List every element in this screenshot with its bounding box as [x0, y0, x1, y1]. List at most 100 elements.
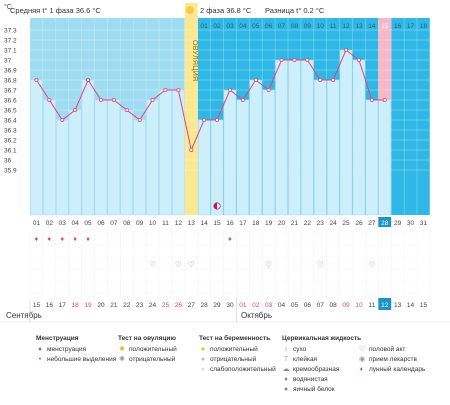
- temperature-point[interactable]: [163, 88, 168, 93]
- calendar-date-label[interactable]: 10: [355, 302, 363, 309]
- calendar-date-label[interactable]: 15: [420, 302, 428, 309]
- temperature-point[interactable]: [34, 78, 39, 83]
- temperature-point[interactable]: [215, 118, 220, 123]
- menstruation-icon[interactable]: ♦: [60, 236, 64, 243]
- cycle-day-label[interactable]: 30: [407, 220, 415, 227]
- cycle-day-label[interactable]: 13: [188, 220, 196, 227]
- cycle-day-label[interactable]: 16: [226, 220, 234, 227]
- heart-icon[interactable]: ♡: [368, 260, 375, 269]
- heart-icon[interactable]: ♡: [265, 260, 272, 269]
- cycle-day-label[interactable]: 11: [162, 220, 169, 227]
- cycle-day-label[interactable]: 12: [175, 220, 183, 227]
- cycle-day-label[interactable]: 26: [355, 220, 363, 227]
- calendar-date-label[interactable]: 19: [84, 302, 92, 309]
- heart-icon[interactable]: ♡: [317, 260, 324, 269]
- cycle-day-label[interactable]: 15: [213, 220, 221, 227]
- cycle-day-label[interactable]: 25: [342, 220, 350, 227]
- cycle-day-label[interactable]: 02: [46, 220, 54, 227]
- cycle-day-label[interactable]: 05: [84, 220, 92, 227]
- cycle-day-label[interactable]: 14: [201, 220, 209, 227]
- temperature-point[interactable]: [369, 98, 374, 103]
- cycle-day-label[interactable]: 28: [381, 220, 389, 227]
- menstruation-icon[interactable]: ♦: [35, 236, 39, 243]
- calendar-date-label[interactable]: 28: [201, 302, 209, 309]
- calendar-date-label[interactable]: 29: [213, 302, 221, 309]
- cycle-day-label[interactable]: 01: [33, 220, 41, 227]
- calendar-date-label[interactable]: 26: [175, 302, 183, 309]
- calendar-date-label[interactable]: 13: [394, 302, 402, 309]
- temperature-point[interactable]: [240, 98, 245, 103]
- cycle-day-label[interactable]: 19: [265, 220, 273, 227]
- calendar-date-label[interactable]: 01: [239, 302, 247, 309]
- temperature-point[interactable]: [331, 78, 336, 83]
- cycle-day-label[interactable]: 07: [110, 220, 118, 227]
- heart-icon[interactable]: ♡: [175, 260, 182, 269]
- cycle-day-label[interactable]: 22: [304, 220, 312, 227]
- calendar-date-label[interactable]: 06: [304, 302, 312, 309]
- temperature-point[interactable]: [227, 88, 232, 93]
- temperature-point[interactable]: [124, 108, 129, 113]
- calendar-date-label[interactable]: 25: [162, 302, 170, 309]
- calendar-date-label[interactable]: 16: [46, 302, 54, 309]
- cycle-day-label[interactable]: 31: [420, 220, 428, 227]
- calendar-date-label[interactable]: 02: [252, 302, 260, 309]
- heart-icon[interactable]: ♡: [149, 260, 156, 269]
- cycle-day-label[interactable]: 23: [317, 220, 325, 227]
- temperature-point[interactable]: [253, 78, 258, 83]
- temperature-point[interactable]: [202, 118, 207, 123]
- menstruation-icon[interactable]: ♦: [228, 236, 232, 243]
- temperature-point[interactable]: [98, 98, 103, 103]
- temperature-point[interactable]: [137, 118, 142, 123]
- temperature-point[interactable]: [60, 118, 65, 123]
- cycle-day-label[interactable]: 03: [59, 220, 67, 227]
- temperature-point[interactable]: [189, 147, 194, 152]
- calendar-date-label[interactable]: 08: [330, 302, 338, 309]
- cycle-day-label[interactable]: 29: [394, 220, 402, 227]
- calendar-date-label[interactable]: 09: [342, 302, 350, 309]
- temperature-point[interactable]: [266, 88, 271, 93]
- cycle-day-label[interactable]: 27: [368, 220, 376, 227]
- temperature-point[interactable]: [111, 98, 116, 103]
- temperature-point[interactable]: [176, 88, 181, 93]
- temperature-point[interactable]: [47, 98, 52, 103]
- cycle-day-label[interactable]: 24: [330, 220, 338, 227]
- calendar-date-label[interactable]: 21: [110, 302, 118, 309]
- heart-icon[interactable]: ♡: [188, 260, 195, 269]
- calendar-date-label[interactable]: 12: [381, 302, 389, 309]
- temperature-point[interactable]: [150, 98, 155, 103]
- calendar-date-label[interactable]: 05: [291, 302, 299, 309]
- calendar-date-label[interactable]: 24: [149, 302, 157, 309]
- cycle-day-label[interactable]: 20: [278, 220, 286, 227]
- temperature-point[interactable]: [305, 58, 310, 63]
- cycle-day-label[interactable]: 08: [123, 220, 131, 227]
- temperature-point[interactable]: [318, 78, 323, 83]
- calendar-date-label[interactable]: 30: [226, 302, 234, 309]
- temperature-point[interactable]: [344, 48, 349, 53]
- temperature-point[interactable]: [356, 58, 361, 63]
- cycle-day-label[interactable]: 09: [136, 220, 144, 227]
- cycle-day-label[interactable]: 10: [149, 220, 157, 227]
- calendar-date-label[interactable]: 04: [278, 302, 286, 309]
- cycle-day-label[interactable]: 17: [239, 220, 247, 227]
- cycle-day-label[interactable]: 06: [97, 220, 105, 227]
- calendar-date-label[interactable]: 27: [188, 302, 196, 309]
- calendar-date-label[interactable]: 03: [265, 302, 273, 309]
- calendar-date-label[interactable]: 07: [317, 302, 325, 309]
- cycle-day-label[interactable]: 18: [252, 220, 260, 227]
- temperature-point[interactable]: [73, 108, 78, 113]
- temperature-point[interactable]: [292, 58, 297, 63]
- calendar-date-label[interactable]: 18: [72, 302, 80, 309]
- calendar-date-label[interactable]: 20: [97, 302, 105, 309]
- menstruation-icon[interactable]: ♦: [48, 236, 52, 243]
- calendar-date-label[interactable]: 14: [407, 302, 415, 309]
- cycle-day-label[interactable]: 04: [72, 220, 80, 227]
- calendar-date-label[interactable]: 17: [59, 302, 67, 309]
- temperature-point[interactable]: [86, 78, 91, 83]
- cycle-day-label[interactable]: 21: [291, 220, 299, 227]
- calendar-date-label[interactable]: 15: [33, 302, 41, 309]
- temperature-point[interactable]: [382, 98, 387, 103]
- calendar-date-label[interactable]: 23: [136, 302, 144, 309]
- temperature-point[interactable]: [279, 58, 284, 63]
- menstruation-icon[interactable]: ♦: [73, 236, 77, 243]
- menstruation-icon[interactable]: ♦: [86, 236, 90, 243]
